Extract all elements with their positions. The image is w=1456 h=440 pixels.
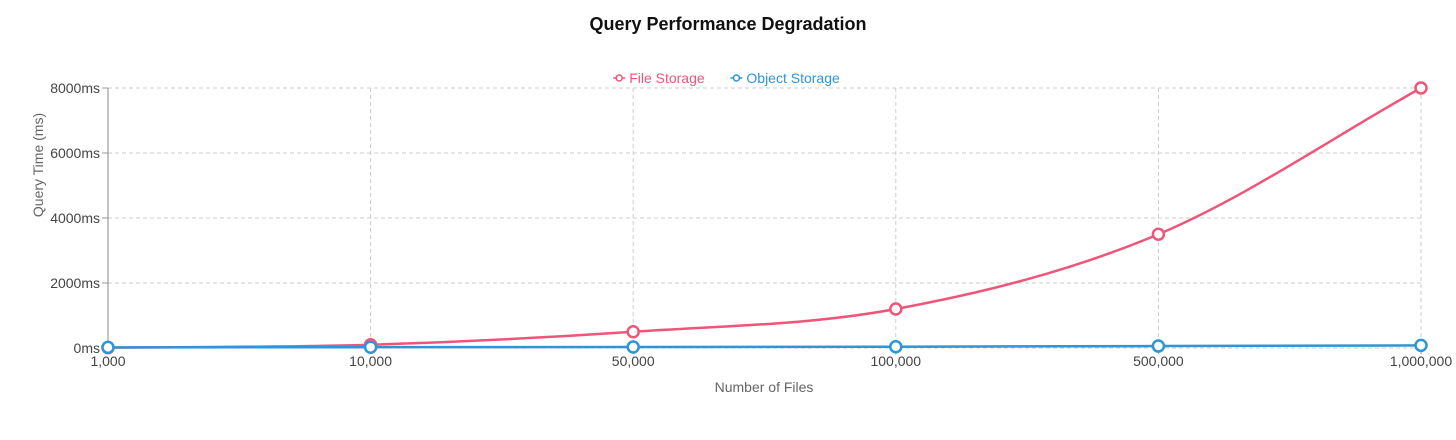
x-tick-label: 50,000 xyxy=(612,353,655,369)
series-line-object-storage xyxy=(107,344,1422,349)
y-tick-label: 2000ms xyxy=(50,275,100,291)
x-tick-label: 100,000 xyxy=(870,353,921,369)
data-point-object-storage[interactable] xyxy=(626,340,640,354)
chart-title: Query Performance Degradation xyxy=(589,14,866,34)
y-tick-label: 4000ms xyxy=(50,210,100,226)
x-tick-label: 10,000 xyxy=(349,353,392,369)
x-tick-label: 1,000,000 xyxy=(1390,353,1452,369)
legend-item-object-storage[interactable]: Object Storage xyxy=(730,70,840,86)
y-axis-label: Query Time (ms) xyxy=(30,113,46,217)
data-point-object-storage[interactable] xyxy=(363,340,378,354)
grid xyxy=(107,87,1422,349)
series-line-file-storage xyxy=(107,86,1422,349)
data-point-file-storage[interactable] xyxy=(1151,227,1166,241)
axes: 0ms 2000ms 4000ms 6000ms 8000ms 1,000 10,000 50… xyxy=(50,80,1452,369)
legend-marker-icon xyxy=(615,74,623,82)
x-tick-label: 500,000 xyxy=(1133,353,1184,369)
x-tick-label: 1,000 xyxy=(90,353,125,369)
data-point-file-storage[interactable] xyxy=(1414,81,1428,95)
y-tick-label: 0ms xyxy=(74,340,100,356)
legend-label: Object Storage xyxy=(746,70,840,86)
x-axis-label: Number of Files xyxy=(715,379,814,395)
legend-item-file-storage[interactable]: File Storage xyxy=(613,70,705,86)
data-point-object-storage[interactable] xyxy=(1151,339,1166,353)
series-file-storage xyxy=(101,81,1428,355)
series xyxy=(101,81,1428,355)
y-tick-label: 6000ms xyxy=(50,145,100,161)
series-object-storage xyxy=(101,338,1428,355)
legend-marker-icon xyxy=(732,74,741,82)
y-tick-label: 8000ms xyxy=(50,80,100,96)
data-point-file-storage[interactable] xyxy=(626,325,640,339)
legend-label: File Storage xyxy=(629,70,705,86)
legend[interactable]: File Storage Object Storage xyxy=(613,70,840,86)
data-point-object-storage[interactable] xyxy=(101,340,115,355)
data-point-object-storage[interactable] xyxy=(1414,338,1428,353)
data-point-file-storage[interactable] xyxy=(889,302,903,316)
data-point-object-storage[interactable] xyxy=(889,339,903,354)
